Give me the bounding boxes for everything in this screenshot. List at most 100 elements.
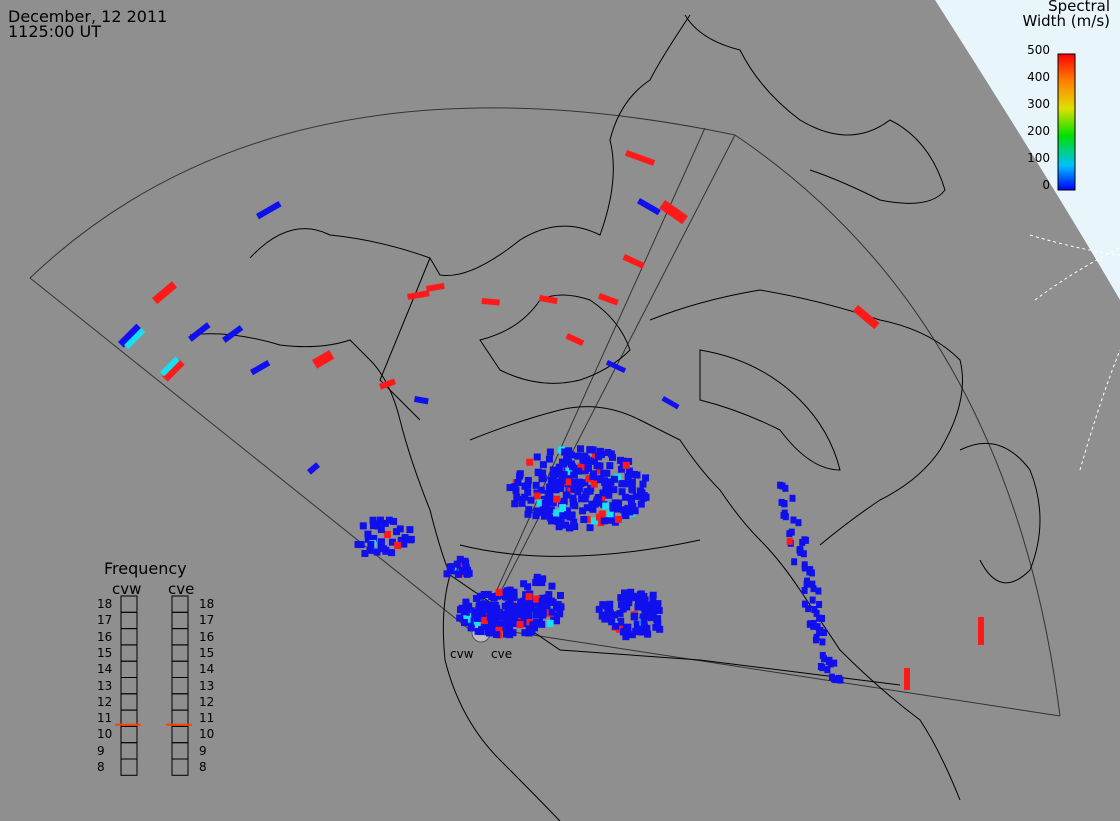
echo-cell — [559, 512, 567, 520]
echo-cell — [533, 595, 541, 603]
echo-cell — [394, 542, 402, 550]
echo-cell — [484, 590, 492, 598]
echo-cell — [546, 489, 554, 497]
echo-cell — [534, 469, 542, 477]
echo-cell — [570, 518, 578, 526]
frequency-tick-right: 8 — [199, 760, 207, 774]
echo-cell — [556, 610, 564, 618]
echo-cell — [605, 360, 627, 373]
echo-cell — [640, 492, 648, 500]
echo-cell — [390, 517, 398, 525]
echo-cell — [789, 494, 796, 502]
echo-cell — [614, 515, 622, 523]
echo-cell — [525, 603, 533, 611]
echo-cell — [519, 610, 527, 618]
echo-cell — [504, 627, 512, 635]
echo-cell — [801, 600, 808, 608]
radar-label-cvw: cvw — [450, 647, 474, 661]
echo-cell — [581, 495, 589, 503]
echo-cell — [524, 481, 532, 489]
frequency-radar-cve: cve — [168, 580, 195, 598]
echo-cell — [462, 563, 470, 571]
echo-cell — [513, 493, 521, 501]
colorbar-title: Spectral Width (m/s) — [1000, 0, 1110, 29]
echo-cell — [489, 623, 497, 631]
echo-cell — [471, 610, 479, 618]
echo-cell — [591, 517, 599, 525]
echo-cell — [447, 563, 455, 571]
echo-cell — [506, 586, 514, 594]
echo-cell — [627, 499, 635, 507]
echo-cell — [782, 513, 789, 521]
echo-cell — [577, 463, 585, 471]
echo-cell — [540, 595, 548, 603]
echo-cell — [575, 484, 583, 492]
echo-cell — [804, 577, 811, 585]
echo-cell — [495, 626, 503, 634]
echo-cell — [407, 290, 430, 300]
echo-cell — [359, 522, 367, 530]
echo-cell — [544, 508, 552, 516]
echo-cell — [836, 674, 843, 682]
echo-cell — [817, 662, 824, 670]
echo-cell — [571, 523, 579, 531]
colorbar-tick-label: 500 — [1027, 43, 1050, 57]
echo-cell — [480, 617, 488, 625]
echo-cell — [637, 500, 645, 508]
echo-cell — [628, 478, 636, 486]
frequency-cell-cvw — [120, 611, 138, 630]
echo-cell — [565, 447, 573, 455]
echo-cell — [472, 594, 480, 602]
echo-cell — [569, 494, 577, 502]
echo-cell — [587, 457, 595, 465]
echo-cell — [602, 502, 610, 510]
echo-cell — [510, 588, 518, 596]
echo-cell — [790, 516, 797, 524]
echo-cell — [591, 500, 599, 508]
echo-cell — [516, 470, 524, 478]
colorbar-tick-label: 200 — [1027, 124, 1050, 138]
echo-cell — [617, 594, 625, 602]
echo-cell — [533, 453, 541, 461]
frequency-cell-cvw — [120, 660, 138, 679]
echo-cell — [393, 528, 401, 536]
echo-cell — [354, 540, 362, 548]
frequency-cell-cve — [171, 758, 189, 776]
frequency-tick-right: 9 — [199, 743, 207, 758]
echo-cell — [364, 530, 372, 538]
echo-cell — [492, 617, 500, 625]
echo-cell — [596, 447, 604, 455]
echo-cell — [603, 602, 611, 610]
frequency-cell-cvw — [120, 677, 138, 695]
echo-cell — [570, 485, 578, 493]
echo-cell — [788, 528, 795, 536]
echo-cell — [801, 564, 808, 572]
echo-cell — [377, 526, 385, 534]
echo-cell — [565, 333, 585, 347]
echo-cell — [634, 599, 642, 607]
echo-cell — [222, 325, 244, 343]
echo-cell — [514, 479, 522, 487]
echo-cell — [606, 510, 614, 518]
echo-cell — [500, 611, 508, 619]
echo-cell — [629, 502, 637, 510]
frequency-tick-right: 11 — [199, 711, 215, 726]
echo-cell — [634, 628, 642, 636]
frequency-cell-cve — [171, 677, 189, 695]
echo-cell — [631, 507, 639, 515]
echo-cell — [565, 468, 573, 476]
echo-cell — [567, 451, 575, 459]
frequency-tick-right: 12 — [199, 694, 215, 709]
echo-cell — [499, 620, 507, 628]
echo-cell — [633, 471, 641, 479]
echo-cell — [904, 668, 910, 690]
echo-cell — [540, 512, 548, 520]
frequency-cell-cve — [171, 644, 189, 662]
echo-cell — [518, 499, 526, 507]
frequency-cell-cvw — [120, 693, 138, 711]
echo-cell — [377, 538, 385, 546]
echo-cell — [545, 483, 553, 491]
echo-cell — [624, 473, 632, 481]
echo-cell — [579, 507, 587, 515]
echo-cell — [460, 619, 468, 627]
